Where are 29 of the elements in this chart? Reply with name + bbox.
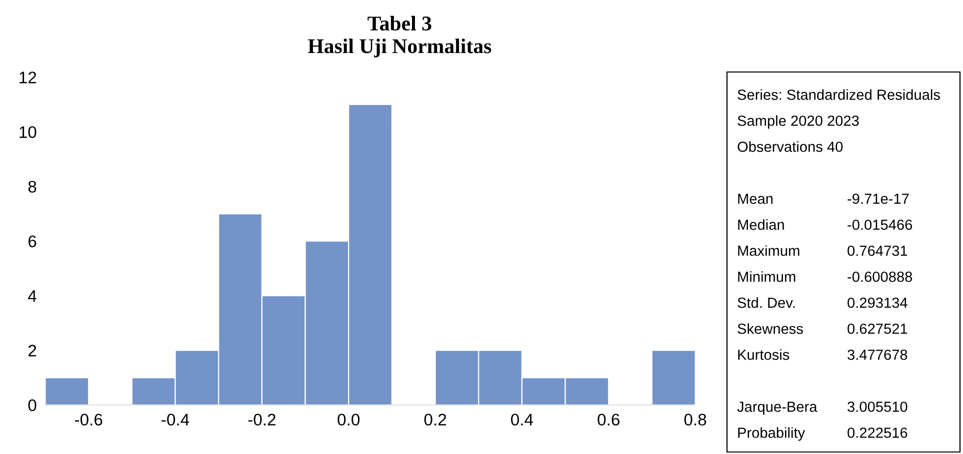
text: Series: Standardized Residuals <box>738 89 940 100</box>
y-tick-label: 6 <box>28 235 36 248</box>
x-tick-label: 0.4 <box>511 414 534 426</box>
text: Kurtosis 3.477678 <box>738 349 908 360</box>
y-tick-label: 4 <box>28 290 36 302</box>
text: Observations 40 <box>738 141 843 152</box>
text: Maximum 0.764731 <box>738 245 908 256</box>
text: Sample 2020 2023 <box>738 115 859 129</box>
y-tick-label: 8 <box>28 180 36 193</box>
y-tick-label: 0 <box>28 399 36 412</box>
x-tick-label: -0.4 <box>162 414 190 426</box>
chart-title: Tabel 3 <box>368 16 432 31</box>
text: Minimum -0.600888 <box>738 271 912 282</box>
x-tick-label: -0.2 <box>248 414 276 426</box>
text: Jarque-Bera 3.005510 <box>737 402 908 415</box>
y-tick-label: 2 <box>28 344 36 356</box>
x-tick-label: 0.0 <box>338 414 360 426</box>
text: Std. Dev. 0.293134 <box>738 297 908 308</box>
text: Mean -9.71e-17 <box>738 194 909 204</box>
text: Probability 0.222516 <box>738 427 908 441</box>
x-tick-label: 0.2 <box>424 414 446 426</box>
x-tick-label: 0.6 <box>598 414 620 426</box>
text: Skewness 0.627521 <box>738 323 908 334</box>
y-tick-label: 12 <box>20 72 36 84</box>
text: Median -0.015466 <box>738 219 912 230</box>
y-tick-label: 10 <box>20 126 36 138</box>
chart-subtitle: Hasil Uji Normalitas <box>308 38 492 58</box>
x-tick-label: -0.6 <box>74 414 102 426</box>
x-tick-label: 0.8 <box>684 414 706 426</box>
